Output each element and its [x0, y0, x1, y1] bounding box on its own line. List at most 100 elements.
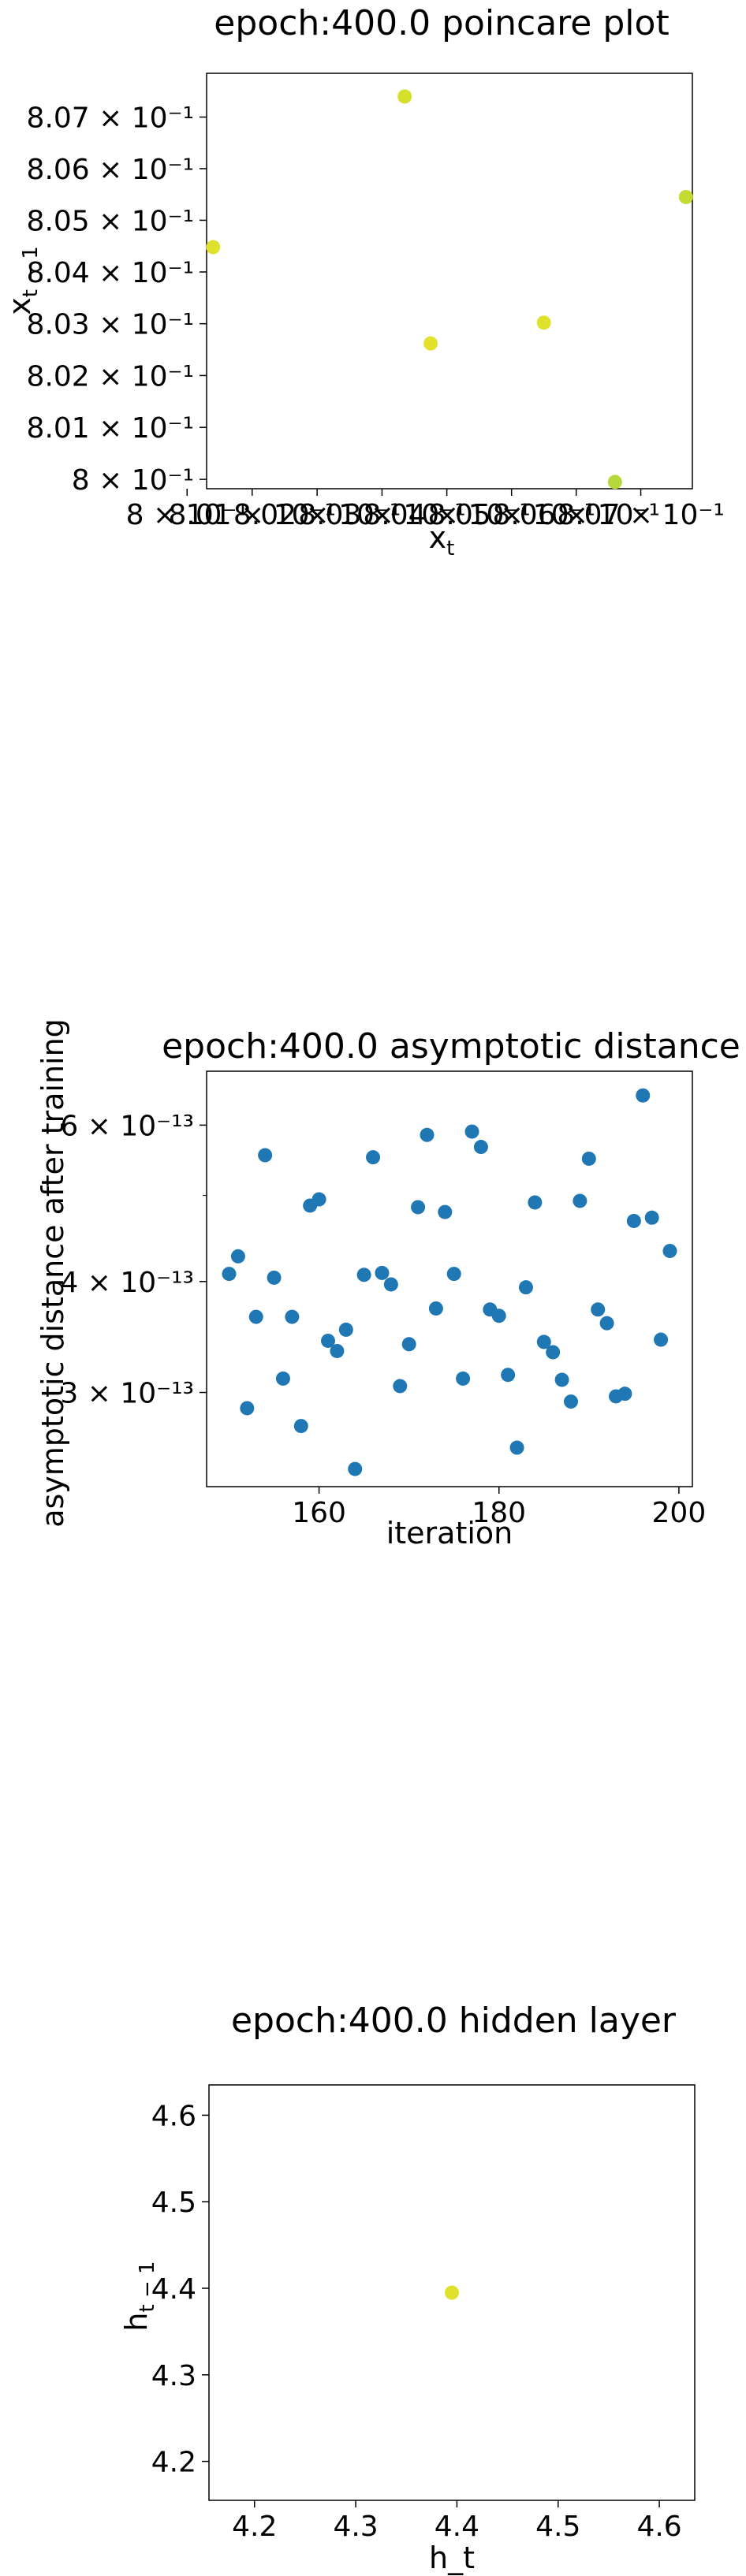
data-point [581, 1151, 596, 1166]
data-point [438, 1204, 453, 1219]
data-point [536, 315, 551, 330]
y-tick-label: 8.02 × 10⁻¹ [27, 360, 194, 393]
data-point [554, 1372, 569, 1387]
chart-title: epoch:400.0 hidden layer [231, 2001, 677, 2041]
x-tick-label: 4.4 [435, 2511, 479, 2543]
hidden-layer-chart: epoch:400.0 hidden layer 4.2 4.3 4.4 4.5 4.6… [119, 2001, 696, 2575]
data-point [546, 1345, 561, 1360]
x-axis-label: iteration [386, 1516, 513, 1550]
data-point [617, 1387, 632, 1402]
poincare-plot-chart: epoch:400.0 poincare plot 8 × 10⁻¹8.01 ×… [2, 3, 725, 560]
x-tick-label: 8.05 × 10⁻¹ [427, 499, 595, 531]
data-point [366, 1150, 381, 1165]
x-tick-label: 200 [652, 1497, 707, 1529]
y-axis-label: asymptotic distance after training [35, 1018, 70, 1528]
data-point [445, 2285, 459, 2300]
scatter-points [206, 89, 693, 490]
y-tick-label: 8 × 10⁻¹ [72, 464, 194, 497]
data-point [222, 1267, 237, 1282]
data-point [636, 1088, 651, 1103]
data-point [509, 1440, 524, 1455]
x-tick-label: 4.5 [535, 2511, 580, 2543]
plot-frame [206, 73, 693, 490]
data-point [330, 1343, 345, 1358]
data-point [321, 1333, 335, 1348]
y-axis-label: xt − 1 [2, 246, 43, 315]
data-point [654, 1332, 669, 1347]
data-point [591, 1302, 606, 1317]
y-ticks: 4.2 4.3 4.4 4.5 4.6 [151, 2100, 209, 2479]
x-tick-label: 8.07 × 10⁻¹ [557, 499, 724, 531]
data-point [248, 1309, 263, 1324]
x-tick-label: 4.2 [232, 2511, 277, 2543]
x-axis-label: h_t [429, 2541, 475, 2575]
plot-frame [208, 2084, 696, 2501]
data-point [375, 1265, 390, 1280]
data-point [423, 336, 438, 351]
x-tick-label: 8.06 × 10⁻¹ [492, 499, 659, 531]
y-ticks: 3 × 10⁻¹³ 4 × 10⁻¹³ 6 × 10⁻¹³ [60, 1110, 207, 1410]
y-tick-label: 4.2 [151, 2447, 196, 2479]
x-tick-label: 160 [292, 1497, 346, 1529]
data-point [473, 1140, 488, 1155]
data-point [401, 1337, 416, 1352]
y-tick-label: 4.3 [151, 2360, 196, 2392]
x-tick-label: 4.3 [333, 2511, 378, 2543]
y-tick-label: 8.01 × 10⁻¹ [27, 412, 194, 445]
data-point [411, 1200, 426, 1215]
x-tick-label: 8.04 × 10⁻¹ [363, 499, 530, 531]
data-point [397, 89, 412, 104]
data-point [678, 189, 693, 204]
y-axis-label: ht − 1 [119, 2261, 159, 2331]
data-point [662, 1243, 677, 1258]
data-point [240, 1401, 255, 1416]
scatter-points [222, 1088, 677, 1476]
data-point [626, 1213, 641, 1228]
x-tick-label: 180 [472, 1497, 526, 1529]
x-axis-label: xt [429, 520, 455, 560]
x-ticks: 8 × 10⁻¹8.01 × 10⁻¹8.02 × 10⁻¹8.03 × 10⁻… [126, 489, 725, 531]
y-tick-label: 3 × 10⁻¹³ [60, 1378, 194, 1410]
x-ticks: 160 180 200 [292, 1487, 706, 1529]
data-point [607, 475, 622, 490]
y-tick-label: 4 × 10⁻¹³ [60, 1267, 194, 1299]
data-point [501, 1368, 516, 1383]
y-tick-label: 8.04 × 10⁻¹ [27, 257, 194, 289]
x-tick-label: 4.6 [636, 2511, 681, 2543]
data-point [564, 1394, 578, 1409]
data-point [258, 1148, 273, 1163]
data-point [338, 1322, 353, 1337]
y-tick-label: 8.05 × 10⁻¹ [27, 205, 194, 237]
plot-frame [206, 1070, 693, 1487]
data-point [285, 1309, 300, 1324]
y-tick-label: 4.4 [151, 2273, 196, 2306]
data-point [420, 1127, 435, 1142]
x-tick-label: 8.02 × 10⁻¹ [233, 499, 401, 531]
y-ticks: 8 × 10⁻¹ 8.01 × 10⁻¹ 8.02 × 10⁻¹ 8.03 × 10⁻… [27, 102, 207, 497]
data-point [356, 1268, 371, 1282]
x-tick-label: 8.03 × 10⁻¹ [298, 499, 465, 531]
data-point [311, 1192, 326, 1207]
data-point [491, 1308, 506, 1323]
data-point [206, 240, 221, 255]
x-ticks: 4.2 4.3 4.4 4.5 4.6 [232, 2500, 682, 2543]
data-point [536, 1335, 551, 1349]
data-point [446, 1267, 461, 1282]
data-point [644, 1210, 659, 1225]
scatter-points [445, 2285, 459, 2300]
data-point [267, 1270, 282, 1285]
x-tick-label: 8.01 × 10⁻¹ [169, 499, 336, 531]
chart-title: epoch:400.0 asymptotic distance [162, 1026, 740, 1067]
y-tick-label: 4.5 [151, 2187, 196, 2219]
data-point [393, 1379, 408, 1394]
data-point [383, 1277, 398, 1292]
data-point [230, 1249, 245, 1264]
data-point [528, 1195, 543, 1210]
x-tick-label: 8 × 10⁻¹ [126, 499, 248, 531]
data-point [348, 1461, 363, 1476]
chart-title: epoch:400.0 poincare plot [214, 3, 669, 43]
data-point [456, 1371, 471, 1386]
data-point [573, 1193, 587, 1208]
y-tick-label: 8.03 × 10⁻¹ [27, 309, 194, 341]
y-tick-label: 8.06 × 10⁻¹ [27, 154, 194, 186]
